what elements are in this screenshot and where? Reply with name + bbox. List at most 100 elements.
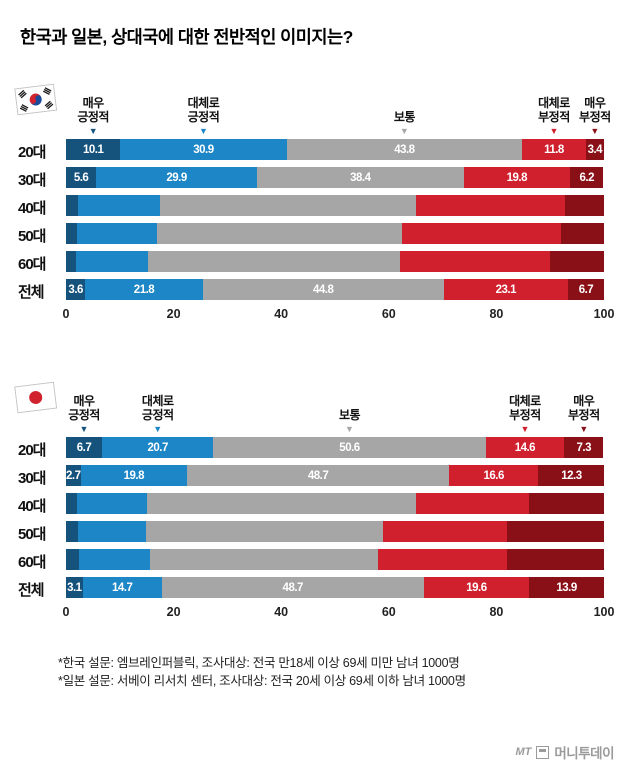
bar-segment: 20.7 [102,437,214,458]
legend: 매우 긍정적 ▼ 대체로 긍정적 ▼ 보통 ▼ 대체로 부정적 ▼ 매우 부정적 ▼ [66,376,604,434]
bar-segment: 11.8 [522,139,586,160]
x-axis-tick: 0 [62,605,70,619]
legend-item: 매우 긍정적 ▼ [77,96,109,136]
legend-label: 매우 부정적 [579,95,611,124]
bar-segment: 12.3 [538,465,604,486]
x-axis-tick: 40 [274,605,289,619]
bar-segment [77,195,160,216]
bar-rows: 20대 10.1 30.9 43.8 11.8 3.4 30대 5.6 29.9 38.4 19.8… [18,139,604,301]
bar-segment [78,549,150,570]
legend-item: 보통 ▼ [339,408,361,434]
legend-arrow-icon: ▼ [520,424,530,434]
bar-segment [507,549,604,570]
bar-segment: 5.6 [66,167,97,188]
x-axis: 0 20 40 60 80 100 [62,605,615,623]
legend-label: 대체로 부정적 [509,393,541,422]
bar-segment [66,195,78,216]
bar-segment: 6.7 [567,279,604,300]
bar-segment: 14.7 [82,577,162,598]
bar-segment [66,251,76,272]
bar-segment: 48.7 [161,577,424,598]
row-label: 40대 [18,498,47,515]
bar-row: 40대 [18,493,604,515]
bar-segment [147,251,400,272]
row-label: 전체 [18,284,45,301]
bar-row: 20대 10.1 30.9 43.8 11.8 3.4 [18,139,604,161]
row-label: 30대 [18,470,47,487]
bar-segment: 13.9 [529,577,604,598]
bar-segment: 21.8 [85,279,203,300]
x-axis-tick: 60 [381,307,396,321]
stacked-bar [66,223,604,244]
row-label: 전체 [18,582,45,599]
legend-arrow-icon: ▼ [399,126,409,136]
bar-row: 60대 [18,549,604,571]
row-label: 20대 [18,144,47,161]
stacked-bar: 2.7 19.8 48.7 16.6 12.3 [66,465,604,486]
bar-segment: 6.2 [570,167,604,188]
stacked-bar [66,549,604,570]
x-axis-tick: 20 [166,605,181,619]
moneytoday-logo: MT 머니투데이 [515,742,614,762]
bar-segment: 29.9 [96,167,257,188]
bar-segment [402,223,561,244]
row-label: 50대 [18,526,47,543]
x-axis-tick: 60 [381,605,396,619]
bar-segment [66,223,77,244]
bar-row: 50대 [18,521,604,543]
row-label: 60대 [18,256,47,273]
bar-row: 40대 [18,195,604,217]
bar-row: 50대 [18,223,604,245]
bar-segment [560,223,604,244]
stacked-bar: 6.7 20.7 50.6 14.6 7.3 [66,437,604,458]
bar-row: 30대 2.7 19.8 48.7 16.6 12.3 [18,465,604,487]
legend-arrow-icon: ▼ [88,126,98,136]
chart-korea: 매우 긍정적 ▼ 대체로 긍정적 ▼ 보통 ▼ 대체로 부정적 ▼ 매우 부정적 ▼ 20대 10.1 30.… [0,78,640,325]
stacked-bar: 5.6 29.9 38.4 19.8 6.2 [66,167,604,188]
bar-segment [66,549,79,570]
bar-segment: 48.7 [187,465,450,486]
bar-segment: 3.6 [66,279,86,300]
bar-segment [507,521,604,542]
bar-segment: 19.8 [463,167,571,188]
x-axis-tick: 20 [166,307,181,321]
x-axis-tick: 80 [489,307,504,321]
bar-segment [159,195,416,216]
legend-item: 보통 ▼ [394,110,416,136]
bar-segment [528,493,604,514]
legend-label: 매우 긍정적 [77,95,109,124]
x-axis-tick: 0 [62,307,70,321]
bar-segment: 19.6 [423,577,530,598]
bar-segment [66,521,78,542]
logo-square-icon [536,745,550,759]
legend-item: 매우 긍정적 ▼ [68,394,100,434]
bar-segment: 2.7 [66,465,81,486]
legend-arrow-icon: ▼ [590,126,600,136]
row-label: 40대 [18,200,47,217]
row-label: 20대 [18,442,47,459]
bar-segment [415,493,529,514]
bar-row: 30대 5.6 29.9 38.4 19.8 6.2 [18,167,604,189]
legend-item: 대체로 부정적 ▼ [538,96,570,136]
legend-arrow-icon: ▼ [579,424,589,434]
x-axis-tick: 40 [274,307,289,321]
bar-segment [383,521,508,542]
bar-segment: 10.1 [66,139,121,160]
stacked-bar [66,251,604,272]
bar-segment: 14.6 [485,437,565,458]
korea-flag-icon [14,83,58,121]
bar-segment [550,251,604,272]
stacked-bar: 3.1 14.7 48.7 19.6 13.9 [66,577,604,598]
legend: 매우 긍정적 ▼ 대체로 긍정적 ▼ 보통 ▼ 대체로 부정적 ▼ 매우 부정적 ▼ [66,78,611,136]
legend-label: 매우 부정적 [568,393,600,422]
stacked-bar [66,493,604,514]
bar-row: 전체 3.1 14.7 48.7 19.6 13.9 [18,577,604,599]
legend-arrow-icon: ▼ [198,126,208,136]
legend-arrow-icon: ▼ [79,424,89,434]
legend-arrow-icon: ▼ [549,126,559,136]
logo-mark: MT [515,746,532,758]
japan-flag-icon [14,381,58,419]
legend-item: 대체로 부정적 ▼ [509,394,541,434]
bar-segment [415,195,566,216]
legend-label: 대체로 긍정적 [187,95,220,124]
